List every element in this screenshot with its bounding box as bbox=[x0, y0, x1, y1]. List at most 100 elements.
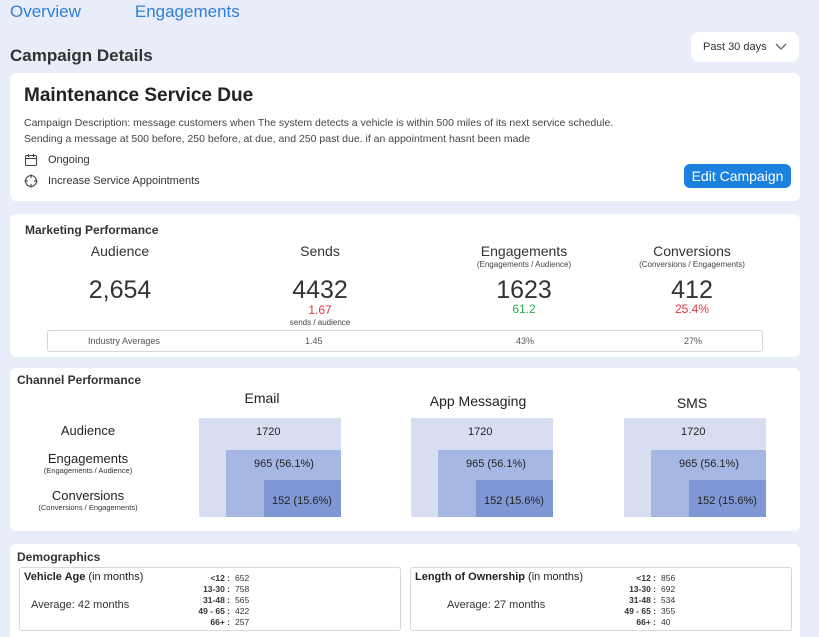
ownership-list: <12 : 856 13-30 : 692 31-48 : 534 49 - 65 :… bbox=[616, 573, 675, 628]
tab-overview[interactable]: Overview bbox=[10, 2, 81, 21]
bucket-label: 31-48 : bbox=[203, 595, 230, 605]
metric-conversions: Conversions (Conversions / Engagements) … bbox=[607, 243, 777, 316]
bucket-value: 40 bbox=[661, 617, 671, 627]
metric-sends: Sends 4432 1.67 sends / audience bbox=[235, 243, 405, 327]
metric-value: 412 bbox=[671, 276, 713, 304]
metric-ratio: 25.4% bbox=[674, 302, 710, 316]
campaign-card: Maintenance Service Due Campaign Descrip… bbox=[10, 73, 800, 201]
metric-ratio: 61.2 bbox=[512, 302, 536, 316]
bucket-label: 31-48 : bbox=[629, 595, 656, 605]
bucket-value: 758 bbox=[235, 584, 250, 594]
industry-averages-row: Industry Averages 1.45 43% 27% bbox=[47, 330, 763, 352]
metric-label: Sends bbox=[300, 243, 340, 259]
bucket-value: 856 bbox=[661, 573, 676, 583]
list-item: 13-30 : 758 bbox=[190, 584, 249, 595]
metric-ratio-sub: sends / audience bbox=[289, 318, 351, 327]
campaign-description: Campaign Description: message customers … bbox=[24, 117, 614, 145]
ownership-average: Average: 27 months bbox=[447, 599, 546, 611]
list-item: 13-30 : 692 bbox=[616, 584, 675, 595]
list-item: <12 : 856 bbox=[616, 573, 675, 584]
vehicle-age-title-unit: (in months) bbox=[85, 571, 144, 583]
funnel-audience-value: 1720 bbox=[468, 426, 493, 438]
bucket-value: 257 bbox=[235, 617, 250, 627]
funnel-engagements-value: 965 (56.1%) bbox=[466, 458, 526, 470]
funnel-conversions-value: 152 (15.6%) bbox=[272, 495, 332, 507]
tab-bar: Overview Engagements bbox=[10, 0, 240, 26]
ownership-title-bold: Length of Ownership bbox=[415, 571, 525, 583]
funnel-conversions-layer bbox=[689, 480, 766, 517]
channel-performance-card: Channel Performance Email App Messaging … bbox=[10, 368, 800, 531]
bucket-label: 66+ : bbox=[636, 617, 656, 627]
metric-ratio: 1.67 bbox=[308, 303, 332, 317]
funnel-conversions-value: 152 (15.6%) bbox=[484, 495, 544, 507]
metric-label: Engagements bbox=[480, 243, 568, 259]
row-label-sub: (Engagements / Audience) bbox=[43, 466, 133, 475]
marketing-performance-card: Marketing Performance Audience 2,654 Sen… bbox=[10, 214, 800, 357]
channel-label-email: Email bbox=[244, 390, 280, 406]
row-label-text: Conversions bbox=[51, 488, 125, 503]
vehicle-age-box: Vehicle Age (in months) Average: 42 mont… bbox=[19, 567, 401, 631]
list-item: 31-48 : 534 bbox=[616, 595, 675, 606]
bucket-label: 13-30 : bbox=[203, 584, 230, 594]
bucket-label: 49 - 65 : bbox=[198, 606, 230, 616]
tab-engagements[interactable]: Engagements bbox=[134, 2, 240, 21]
date-range-select[interactable]: Past 30 days bbox=[691, 32, 799, 62]
demographics-title: Demographics bbox=[17, 550, 101, 564]
calendar-icon bbox=[24, 154, 38, 167]
metric-label: Conversions bbox=[653, 243, 731, 259]
crosshair-icon bbox=[24, 174, 38, 188]
metric-sub: (Conversions / Engagements) bbox=[639, 260, 745, 269]
ownership-title-unit: (in months) bbox=[525, 571, 584, 583]
funnel-engagements-value: 965 (56.1%) bbox=[679, 458, 739, 470]
industry-average-value: 43% bbox=[516, 336, 535, 346]
bucket-value: 565 bbox=[235, 595, 250, 605]
channel-label-app-messaging: App Messaging bbox=[429, 393, 527, 409]
campaign-goal: Increase Service Appointments bbox=[24, 174, 200, 188]
list-item: 49 - 65 : 355 bbox=[616, 606, 675, 617]
vehicle-age-list: <12 : 652 13-30 : 758 31-48 : 565 49 - 65 :… bbox=[190, 573, 249, 628]
funnel-sms: 1720 965 (56.1%) 152 (15.6%) bbox=[624, 418, 766, 517]
channel-label-sms: SMS bbox=[676, 395, 708, 411]
industry-averages-label: Industry Averages bbox=[88, 336, 160, 346]
edit-campaign-button[interactable]: Edit Campaign bbox=[684, 164, 791, 188]
funnel-email: 1720 965 (56.1%) 152 (15.6%) bbox=[199, 418, 341, 517]
vehicle-age-average: Average: 42 months bbox=[31, 599, 130, 611]
ownership-title: Length of Ownership (in months) bbox=[415, 571, 583, 583]
vehicle-age-title: Vehicle Age (in months) bbox=[24, 571, 143, 583]
metric-label: Audience bbox=[90, 243, 150, 259]
marketing-performance-title: Marketing Performance bbox=[25, 223, 159, 237]
metric-audience: Audience 2,654 bbox=[35, 243, 205, 304]
bucket-label: <12 : bbox=[210, 573, 230, 583]
funnel-app-messaging: 1720 965 (56.1%) 152 (15.6%) bbox=[411, 418, 553, 517]
bucket-value: 355 bbox=[661, 606, 676, 616]
metric-engagements: Engagements (Engagements / Audience) 162… bbox=[439, 243, 609, 316]
metric-value: 1623 bbox=[496, 276, 552, 304]
funnel-engagements-value: 965 (56.1%) bbox=[254, 458, 314, 470]
bucket-value: 652 bbox=[235, 573, 250, 583]
row-label-engagements: Engagements (Engagements / Audience) bbox=[18, 451, 158, 475]
funnel-audience-value: 1720 bbox=[256, 426, 281, 438]
metric-sub: (Engagements / Audience) bbox=[476, 260, 572, 269]
campaign-status-label: Ongoing bbox=[48, 154, 90, 166]
funnel-audience-value: 1720 bbox=[681, 426, 706, 438]
bucket-value: 692 bbox=[661, 584, 676, 594]
bucket-label: 13-30 : bbox=[629, 584, 656, 594]
campaign-status: Ongoing bbox=[24, 153, 90, 167]
list-item: 31-48 : 565 bbox=[190, 595, 249, 606]
chevron-down-icon bbox=[775, 43, 787, 50]
row-label-sub: (Conversions / Engagements) bbox=[38, 503, 138, 512]
bucket-label: <12 : bbox=[636, 573, 656, 583]
bucket-label: 49 - 65 : bbox=[624, 606, 656, 616]
list-item: 49 - 65 : 422 bbox=[190, 606, 249, 617]
campaign-title: Maintenance Service Due bbox=[24, 85, 254, 106]
row-label-audience: Audience bbox=[18, 423, 158, 438]
industry-average-value: 1.45 bbox=[305, 336, 323, 346]
campaign-goal-label: Increase Service Appointments bbox=[48, 175, 200, 187]
channel-performance-title: Channel Performance bbox=[17, 373, 142, 387]
funnel-conversions-layer bbox=[264, 480, 341, 517]
metric-value: 4432 bbox=[292, 276, 348, 304]
date-range-value: Past 30 days bbox=[703, 41, 767, 53]
list-item: 66+ : 257 bbox=[190, 617, 249, 628]
row-label-text: Engagements bbox=[47, 451, 129, 466]
bucket-value: 422 bbox=[235, 606, 250, 616]
